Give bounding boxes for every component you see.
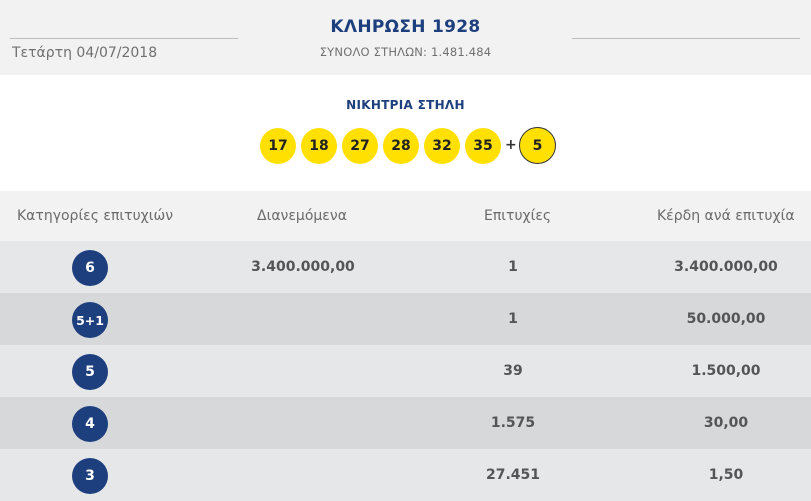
table-row: 5+1 1 50.000,00 [0,293,811,345]
winning-number-ball: 35 [465,128,501,164]
bonus-number-ball: 5 [519,127,556,164]
col-header-distributed: Διανεμόμενα [257,208,347,224]
winners-count: 1 [508,311,518,327]
winning-number-ball: 28 [383,128,419,164]
header-divider-left [10,38,238,39]
col-header-category: Κατηγορίες επιτυχιών [17,208,174,224]
col-header-winners: Επιτυχίες [484,208,552,224]
total-columns: ΣΥΝΟΛΟ ΣΤΗΛΩΝ: 1.481.484 [319,45,492,59]
table-row: 3 27.451 1,50 [0,449,811,501]
winning-number-ball: 18 [301,128,337,164]
winners-count: 1.575 [490,415,536,431]
winning-number-ball: 32 [424,128,460,164]
prize-per-winner: 30,00 [703,415,749,431]
distributed-amount: 3.400.000,00 [251,259,355,275]
winners-count: 27.451 [485,467,541,483]
draw-header: ΚΛΗΡΩΣΗ 1928 ΣΥΝΟΛΟ ΣΤΗΛΩΝ: 1.481.484 Τε… [0,0,811,75]
header-divider-right [572,38,800,39]
prize-per-winner: 1,50 [708,467,744,483]
winning-column-label: ΝΙΚΗΤΡΙΑ ΣΤΗΛΗ [346,98,465,112]
plus-sign: + [505,137,517,153]
category-badge: 4 [72,406,108,442]
table-row: 6 3.400.000,00 1 3.400.000,00 [0,241,811,293]
winning-number-ball: 17 [260,128,296,164]
draw-title: ΚΛΗΡΩΣΗ 1928 [330,17,481,37]
category-badge: 6 [72,250,108,286]
table-row: 5 39 1.500,00 [0,345,811,397]
draw-date: Τετάρτη 04/07/2018 [12,45,158,61]
table-row: 4 1.575 30,00 [0,397,811,449]
category-badge: 3 [72,458,108,494]
winning-number-ball: 27 [342,128,378,164]
results-table-header: Κατηγορίες επιτυχιών Διανεμόμενα Επιτυχί… [0,191,811,241]
category-badge: 5 [72,354,108,390]
prize-per-winner: 50.000,00 [686,311,766,327]
prize-per-winner: 3.400.000,00 [674,259,778,275]
col-header-prize: Κέρδη ανά επιτυχία [657,208,795,224]
prize-per-winner: 1.500,00 [691,363,761,379]
winners-count: 1 [508,259,518,275]
winners-count: 39 [503,363,523,379]
category-badge: 5+1 [72,302,108,338]
